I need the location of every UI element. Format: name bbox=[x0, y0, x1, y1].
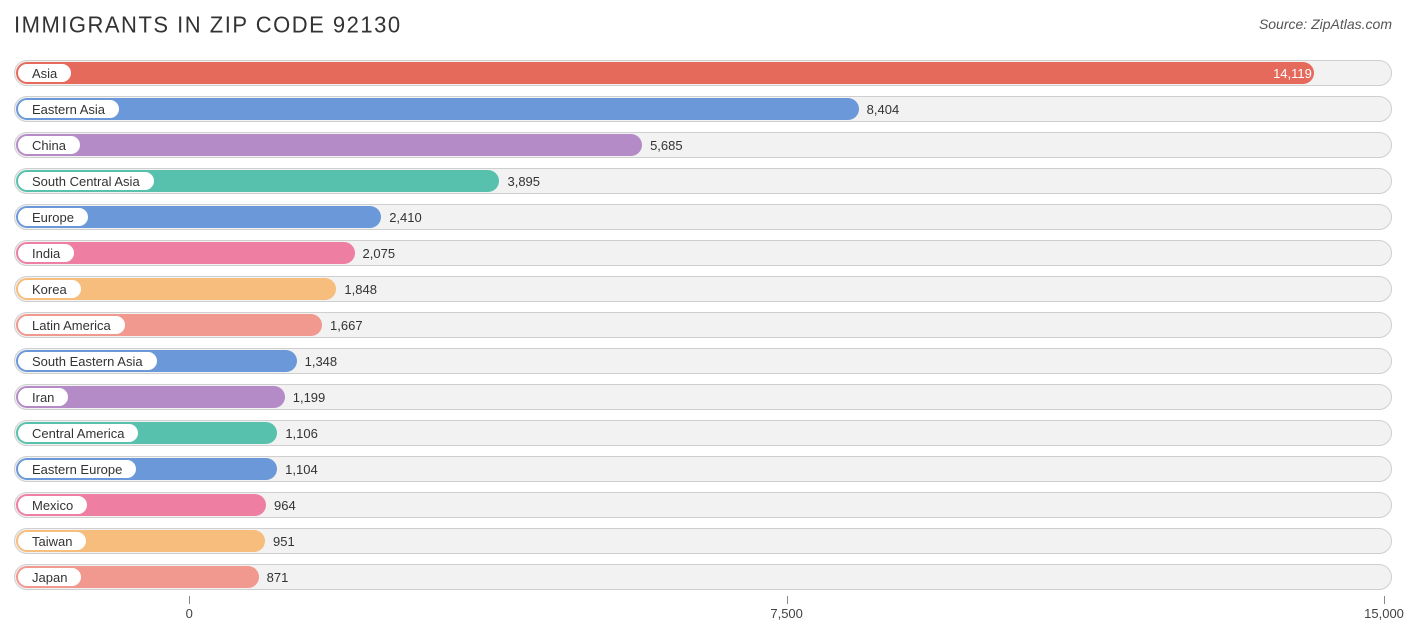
bar-row: Korea 1,848 bbox=[14, 276, 1392, 302]
header-row: IMMIGRANTS IN ZIP CODE 92130 Source: Zip… bbox=[14, 12, 1392, 38]
bar-category-pill: Eastern Asia bbox=[17, 99, 120, 119]
bar-category-pill: Europe bbox=[17, 207, 89, 227]
bar-row: Central America 1,106 bbox=[14, 420, 1392, 446]
bar-value-label: 2,410 bbox=[389, 204, 422, 230]
bar-row: Europe 2,410 bbox=[14, 204, 1392, 230]
axis-tick bbox=[787, 596, 788, 604]
bar-category-label: Iran bbox=[32, 390, 54, 405]
chart-container: IMMIGRANTS IN ZIP CODE 92130 Source: Zip… bbox=[0, 0, 1406, 643]
bar-category-pill: China bbox=[17, 135, 81, 155]
axis-tick-label: 0 bbox=[186, 606, 193, 621]
bar-row: Eastern Asia 8,404 bbox=[14, 96, 1392, 122]
bar-value-label: 8,404 bbox=[867, 96, 900, 122]
bar-value-label: 3,895 bbox=[507, 168, 540, 194]
bar-category-pill: Eastern Europe bbox=[17, 459, 137, 479]
chart-title: IMMIGRANTS IN ZIP CODE 92130 bbox=[14, 11, 402, 38]
bar-fill bbox=[16, 134, 642, 156]
bar-value-label: 14,119 bbox=[16, 60, 1312, 86]
source-label: Source: ZipAtlas.com bbox=[1259, 16, 1392, 32]
bar-row: Latin America 1,667 bbox=[14, 312, 1392, 338]
axis-tick bbox=[189, 596, 190, 604]
bar-category-label: Korea bbox=[32, 282, 67, 297]
bar-value-label: 1,106 bbox=[285, 420, 318, 446]
bar-category-pill: Latin America bbox=[17, 315, 126, 335]
bar-value-label: 5,685 bbox=[650, 132, 683, 158]
bar-value-label: 2,075 bbox=[363, 240, 396, 266]
bar-value-label: 1,667 bbox=[330, 312, 363, 338]
bar-row: China 5,685 bbox=[14, 132, 1392, 158]
bar-category-pill: Japan bbox=[17, 567, 82, 587]
bar-value-label: 1,104 bbox=[285, 456, 318, 482]
bar-category-label: Japan bbox=[32, 570, 67, 585]
bar-row: Iran 1,199 bbox=[14, 384, 1392, 410]
bar-row: South Central Asia 3,895 bbox=[14, 168, 1392, 194]
bar-value-label: 951 bbox=[273, 528, 295, 554]
bar-category-pill: South Eastern Asia bbox=[17, 351, 158, 371]
bar-category-pill: Taiwan bbox=[17, 531, 87, 551]
bar-category-label: China bbox=[32, 138, 66, 153]
bar-value-label: 1,199 bbox=[293, 384, 326, 410]
bar-category-label: Latin America bbox=[32, 318, 111, 333]
axis-tick bbox=[1384, 596, 1385, 604]
bar-category-label: Europe bbox=[32, 210, 74, 225]
bar-category-label: Mexico bbox=[32, 498, 73, 513]
axis-tick-label: 15,000 bbox=[1364, 606, 1404, 621]
bar-row: Eastern Europe 1,104 bbox=[14, 456, 1392, 482]
bar-category-pill: Korea bbox=[17, 279, 82, 299]
bar-category-label: South Eastern Asia bbox=[32, 354, 143, 369]
bar-category-pill: Iran bbox=[17, 387, 69, 407]
bar-fill bbox=[16, 98, 859, 120]
bar-value-label: 964 bbox=[274, 492, 296, 518]
bar-row: India 2,075 bbox=[14, 240, 1392, 266]
bar-value-label: 1,848 bbox=[344, 276, 377, 302]
bar-category-label: Central America bbox=[32, 426, 124, 441]
bar-value-label: 871 bbox=[267, 564, 289, 590]
bar-value-label: 1,348 bbox=[305, 348, 338, 374]
bar-category-pill: Central America bbox=[17, 423, 139, 443]
bar-category-label: Taiwan bbox=[32, 534, 72, 549]
bar-row: Mexico 964 bbox=[14, 492, 1392, 518]
bar-category-label: India bbox=[32, 246, 60, 261]
bar-category-label: South Central Asia bbox=[32, 174, 140, 189]
axis-tick-label: 7,500 bbox=[770, 606, 803, 621]
bar-row: Japan 871 bbox=[14, 564, 1392, 590]
bar-row: Asia14,119 bbox=[14, 60, 1392, 86]
x-axis: 07,50015,000 bbox=[14, 600, 1392, 630]
bar-row: South Eastern Asia 1,348 bbox=[14, 348, 1392, 374]
bar-category-label: Eastern Europe bbox=[32, 462, 122, 477]
bar-row: Taiwan 951 bbox=[14, 528, 1392, 554]
bar-category-pill: Mexico bbox=[17, 495, 88, 515]
chart-area: Asia14,119 Eastern Asia 8,404 China 5,685 Sou… bbox=[14, 60, 1392, 630]
bar-category-pill: India bbox=[17, 243, 75, 263]
bar-category-label: Eastern Asia bbox=[32, 102, 105, 117]
bar-category-pill: South Central Asia bbox=[17, 171, 155, 191]
